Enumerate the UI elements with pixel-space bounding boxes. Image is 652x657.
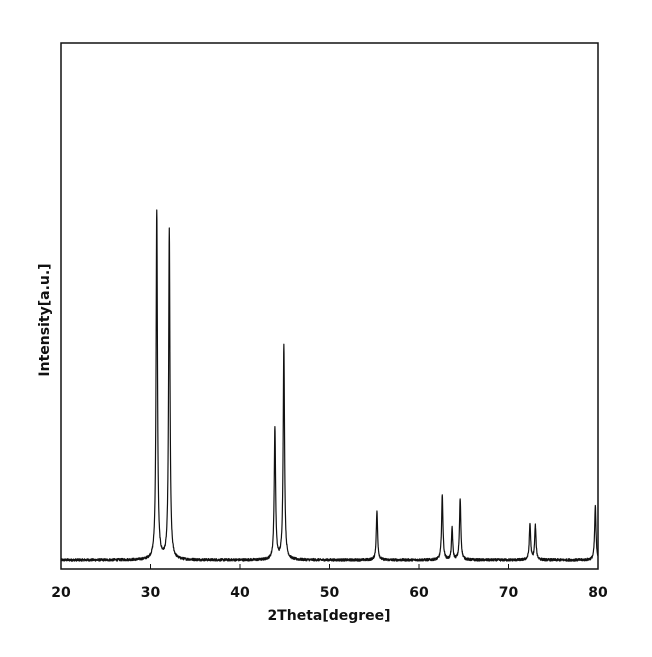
x-tick-label: 30: [141, 585, 161, 601]
x-tick-label: 70: [499, 585, 519, 601]
x-tick-label: 20: [51, 585, 71, 601]
plot-frame: [60, 42, 599, 570]
y-axis-label: Intensity[a.u.]: [37, 263, 53, 376]
x-tick-label: 40: [230, 585, 250, 601]
x-tick-label: 60: [409, 585, 429, 601]
x-tick-label: 50: [320, 585, 340, 601]
x-axis-label: 2Theta[degree]: [267, 608, 390, 624]
x-tick-label: 80: [588, 585, 608, 601]
x-ticks: 20 30 40 50 60 70 80: [51, 564, 608, 601]
series-line-intensity: [60, 209, 599, 562]
